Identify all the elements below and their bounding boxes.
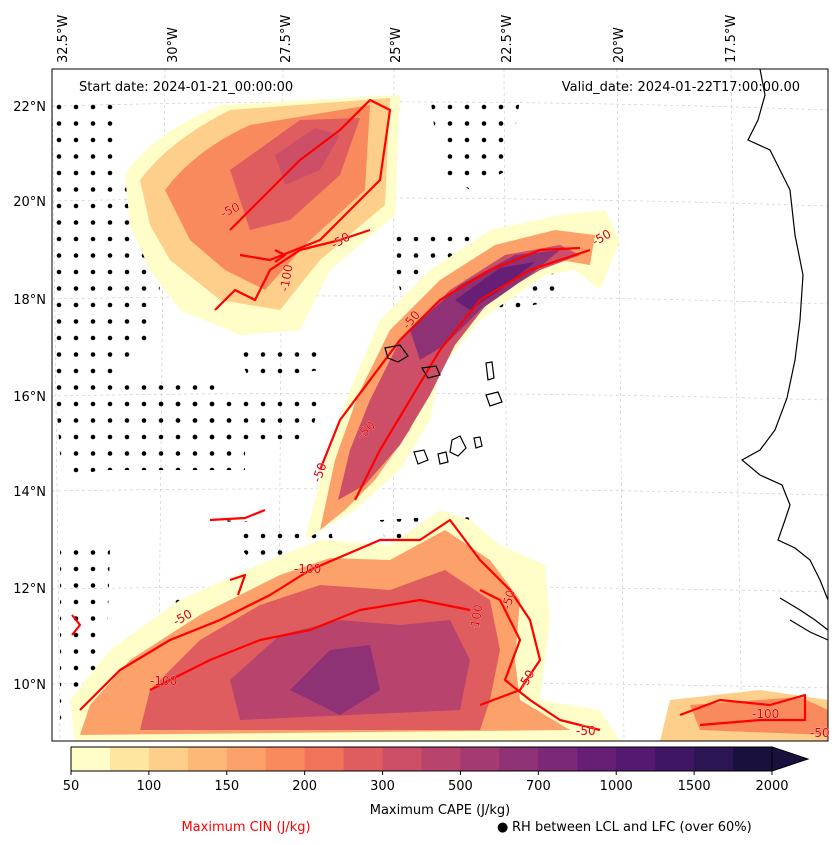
rh-legend-marker-icon: ● (497, 820, 508, 835)
cin-contours (71, 98, 807, 732)
lat-label: 20°N (13, 195, 46, 210)
colorbar-cell (616, 747, 656, 771)
cape-shaded-field (70, 95, 828, 741)
contour-label: -100 (294, 562, 321, 576)
colorbar-tick-label: 1500 (678, 779, 711, 794)
colorbar-cell (460, 747, 500, 771)
colorbar-tick-label: 700 (526, 779, 551, 794)
lon-label: 30°W (166, 27, 181, 63)
colorbar-tick-label: 150 (214, 779, 239, 794)
lat-label: 14°N (13, 485, 46, 500)
colorbar-cell (109, 747, 150, 771)
colorbar-cell (265, 747, 306, 771)
colorbar-tick-label: 300 (370, 779, 395, 794)
longitude-labels: 32.5°W 30°W 27.5°W 25°W 22.5°W 20°W 17.5… (56, 15, 739, 63)
lon-label: 25°W (389, 27, 404, 63)
colorbar-frame (70, 746, 773, 772)
lat-label: 18°N (13, 293, 46, 308)
contour-label: -100 (277, 263, 296, 292)
contour-label: -50 (810, 726, 830, 740)
colorbar-cell (499, 747, 539, 771)
colorbar-cell (694, 747, 734, 771)
colorbar-tick-label: 500 (448, 779, 473, 794)
colorbar-label: Maximum CAPE (J/kg) (370, 803, 510, 818)
cin-legend-label: Maximum CIN (J/kg) (181, 820, 310, 835)
colorbar-cell (733, 747, 773, 771)
colorbar-cell (655, 747, 695, 771)
colorbar-cells (71, 747, 773, 771)
lon-label: 17.5°W (724, 15, 739, 63)
contour-label: -50 (499, 588, 518, 611)
contour-label: -100 (467, 603, 486, 632)
valid-date-label: Valid_date: 2024-01-22T17:00:00.00 (562, 80, 800, 95)
contour-label: -100 (150, 674, 177, 688)
contour-label: -50 (310, 461, 330, 484)
colorbar-cell (304, 747, 345, 771)
contour-label: -100 (752, 707, 779, 721)
rh-legend-label: RH between LCL and LFC (over 60%) (512, 820, 752, 835)
lat-label: 16°N (13, 390, 46, 405)
colorbar-cell (421, 747, 461, 771)
cape-verde-islands (384, 344, 503, 465)
colorbar-cell (226, 747, 267, 771)
latitude-labels: 22°N 20°N 18°N 16°N 14°N 12°N 10°N (13, 100, 46, 693)
colorbar-tick-label: 1000 (600, 779, 633, 794)
lon-label: 22.5°W (500, 15, 515, 63)
lon-label: 32.5°W (56, 15, 71, 63)
colorbar-cell (71, 747, 111, 771)
colorbar-cell (577, 747, 617, 771)
colorbar-tick-label: 100 (136, 779, 161, 794)
lat-label: 10°N (13, 678, 46, 693)
colorbar-cell (343, 747, 384, 771)
start-date-label: Start date: 2024-01-21_00:00:00 (79, 80, 293, 95)
colorbar-cell (148, 747, 189, 771)
lat-label: 22°N (13, 100, 46, 115)
colorbar-tick-label: 200 (292, 779, 317, 794)
lat-label: 12°N (13, 582, 46, 597)
colorbar-extend-arrow (771, 746, 810, 772)
colorbar-tick-label: 2000 (755, 779, 788, 794)
colorbar-ticks: 50 100 150 200 300 500 700 1000 1500 2000 (63, 771, 789, 794)
colorbar-cell (538, 747, 578, 771)
colorbar-tick-label: 50 (63, 779, 80, 794)
cape-colorbar: 50 100 150 200 300 500 700 1000 1500 2000 Maximum… (63, 746, 810, 818)
colorbar-cell (187, 747, 228, 771)
contour-label: -50 (576, 724, 596, 738)
colorbar-cell (382, 747, 422, 771)
coastline (740, 69, 828, 641)
lon-label: 20°W (612, 27, 627, 63)
lon-label: 27.5°W (279, 15, 294, 63)
map-frame (51, 68, 829, 742)
